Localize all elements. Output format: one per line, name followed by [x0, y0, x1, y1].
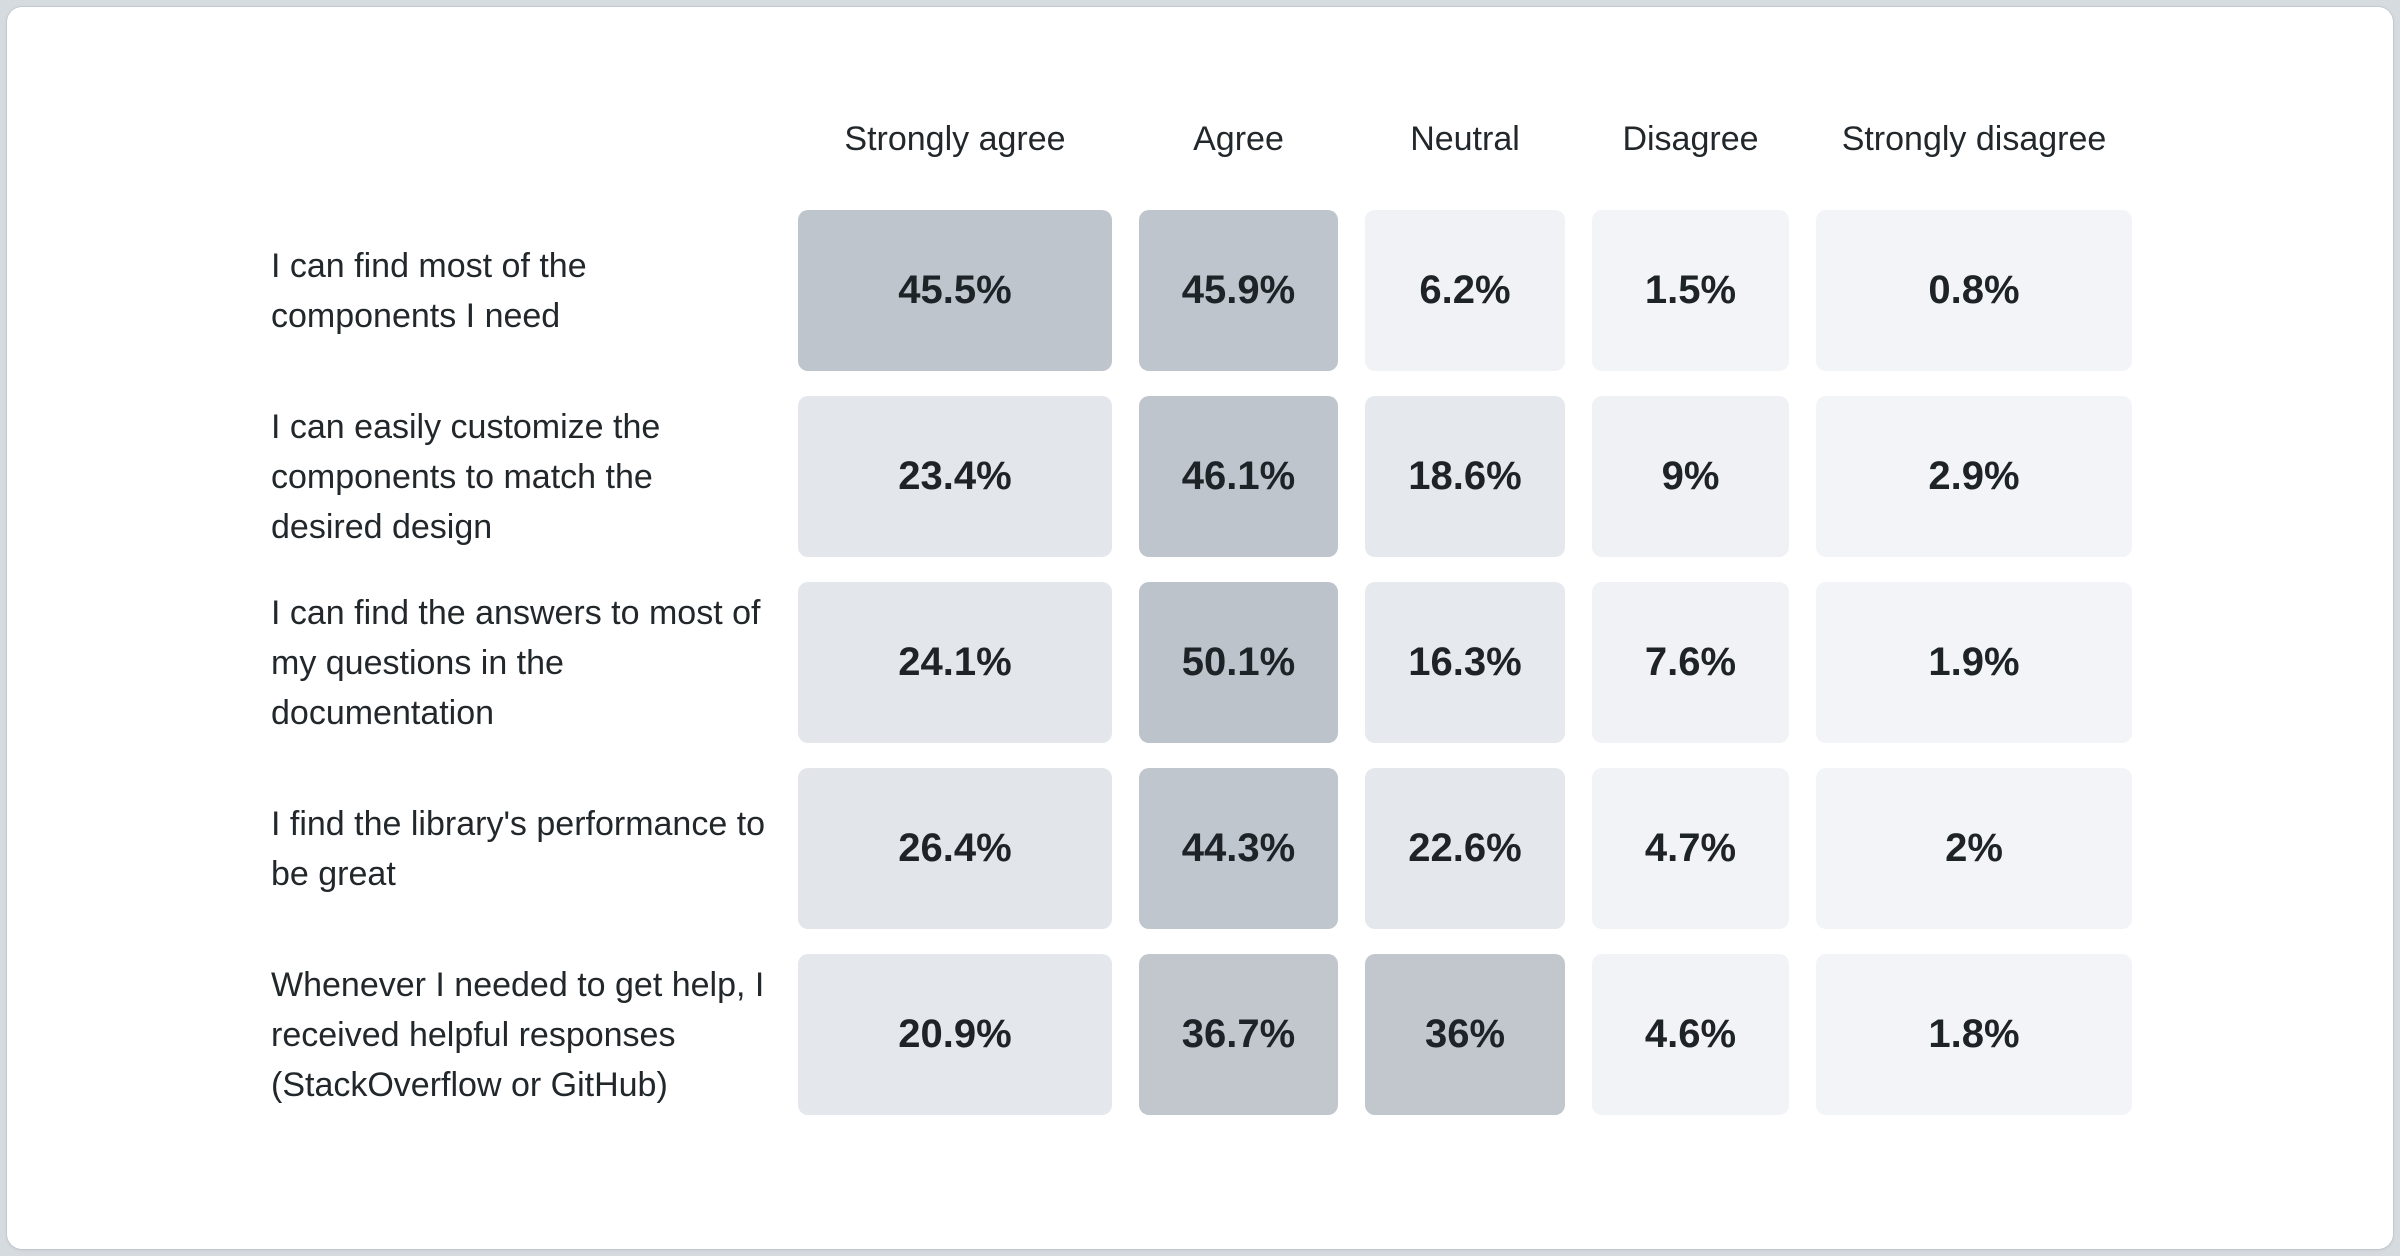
column-header-disagree: Disagree: [1622, 119, 1759, 158]
heatmap-cell: 36.7%: [1139, 954, 1338, 1115]
heatmap-cell: 46.1%: [1139, 396, 1338, 557]
heatmap-cell: 7.6%: [1592, 582, 1789, 743]
column-headers: Strongly agree Agree Neutral Disagree Strong…: [7, 114, 2393, 164]
row-label: I can easily customize the components to…: [271, 407, 661, 546]
heatmap-cell: 1.8%: [1816, 954, 2132, 1115]
heatmap-body: I can find most of the components I need…: [7, 210, 2393, 1115]
heatmap-cell: 4.6%: [1592, 954, 1789, 1115]
heatmap-cell: 0.8%: [1816, 210, 2132, 371]
row-label: I can find most of the components I need: [271, 246, 587, 335]
heatmap-cell: 4.7%: [1592, 768, 1789, 929]
row-label: I find the library's performance to be g…: [271, 804, 766, 893]
heatmap-cell: 45.9%: [1139, 210, 1338, 371]
heatmap-cell: 22.6%: [1365, 768, 1565, 929]
heatmap-cell: 50.1%: [1139, 582, 1338, 743]
survey-heatmap-card: Strongly agree Agree Neutral Disagree Strong…: [7, 7, 2393, 1249]
heatmap-cell: 45.5%: [798, 210, 1112, 371]
heatmap-cell: 23.4%: [798, 396, 1112, 557]
column-header-neutral: Neutral: [1410, 119, 1520, 158]
column-header-strongly-agree: Strongly agree: [844, 119, 1066, 158]
heatmap-cell: 9%: [1592, 396, 1789, 557]
heatmap-cell: 24.1%: [798, 582, 1112, 743]
column-header-strongly-disagree: Strongly disagree: [1841, 119, 2107, 158]
heatmap-cell: 26.4%: [798, 768, 1112, 929]
heatmap-cell: 18.6%: [1365, 396, 1565, 557]
heatmap-cell: 6.2%: [1365, 210, 1565, 371]
heatmap-cell: 36%: [1365, 954, 1565, 1115]
heatmap-cell: 2%: [1816, 768, 2132, 929]
row-label: Whenever I needed to get help, I receive…: [271, 965, 765, 1104]
heatmap-cell: 16.3%: [1365, 582, 1565, 743]
row-label: I can find the answers to most of my que…: [271, 593, 761, 732]
heatmap-cell: 1.5%: [1592, 210, 1789, 371]
heatmap-cell: 44.3%: [1139, 768, 1338, 929]
column-header-agree: Agree: [1193, 119, 1284, 158]
heatmap-cell: 2.9%: [1816, 396, 2132, 557]
heatmap-cell: 1.9%: [1816, 582, 2132, 743]
heatmap-cell: 20.9%: [798, 954, 1112, 1115]
